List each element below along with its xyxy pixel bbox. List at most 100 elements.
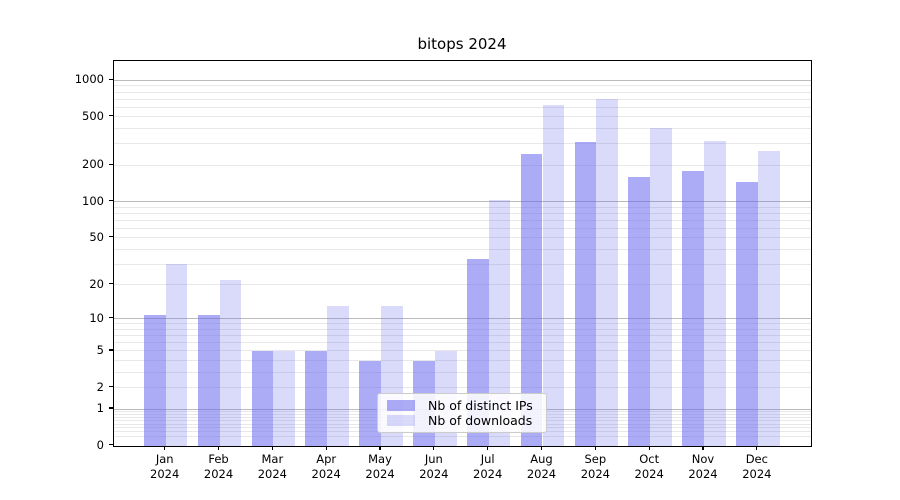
x-tick-label: Dec 2024 xyxy=(727,452,787,481)
x-tick-year: 2024 xyxy=(419,466,449,481)
y-tick-mark xyxy=(109,349,113,351)
minor-gridline xyxy=(114,237,811,239)
minor-gridline xyxy=(114,227,811,229)
bar-downloads-dec xyxy=(757,150,780,446)
x-tick-year: 2024 xyxy=(473,466,503,481)
minor-gridline xyxy=(114,387,811,389)
minor-gridline xyxy=(114,212,811,214)
x-tick-mark xyxy=(217,446,220,450)
x-tick-year: 2024 xyxy=(203,466,234,481)
minor-gridline xyxy=(114,435,811,437)
x-tick-label: May 2024 xyxy=(350,452,410,481)
x-tick-mark xyxy=(540,446,543,450)
y-tick-label: 2 xyxy=(96,379,104,394)
x-tick-month: Nov xyxy=(691,452,715,466)
x-tick-month: Dec xyxy=(745,452,768,466)
major-gridline xyxy=(114,318,811,320)
x-tick-year: 2024 xyxy=(257,466,287,481)
x-tick-mark xyxy=(271,446,273,450)
minor-gridline xyxy=(114,350,811,352)
x-tick-month: Jun xyxy=(424,452,443,466)
y-tick-mark xyxy=(109,283,113,285)
minor-gridline xyxy=(114,143,811,145)
x-tick-mark xyxy=(164,446,166,450)
bar-downloads-oct xyxy=(650,127,672,446)
legend-swatch-downloads xyxy=(387,415,415,426)
minor-gridline xyxy=(114,219,811,221)
bar-downloads-feb xyxy=(219,280,242,446)
y-tick-label: 10 xyxy=(89,310,104,325)
x-tick-month: Jul xyxy=(480,452,495,466)
x-tick-month: Jan xyxy=(155,452,174,466)
y-tick-label: 500 xyxy=(82,108,104,123)
minor-gridline xyxy=(114,98,811,100)
x-tick-month: Mar xyxy=(261,452,284,466)
y-tick-mark xyxy=(109,385,113,388)
bar-downloads-jan xyxy=(165,264,188,446)
legend-swatch-distinct-ips xyxy=(387,400,415,411)
x-tick-mark xyxy=(433,446,435,450)
y-tick-mark xyxy=(109,317,113,319)
minor-gridline xyxy=(114,323,811,325)
x-tick-year: 2024 xyxy=(742,466,772,481)
x-tick-mark xyxy=(756,446,758,450)
x-tick-month: Sep xyxy=(584,452,607,466)
y-tick-label: 50 xyxy=(89,229,104,244)
legend: Nb of distinct IPs Nb of downloads xyxy=(377,393,547,433)
y-tick-mark xyxy=(109,236,113,238)
y-tick-label: 1000 xyxy=(74,72,104,87)
bar-ips-jan xyxy=(144,314,166,446)
x-tick-year: 2024 xyxy=(688,466,718,481)
minor-gridline xyxy=(114,360,811,362)
x-tick-year: 2024 xyxy=(580,466,610,481)
y-tick-label: 200 xyxy=(82,157,104,172)
minor-gridline xyxy=(114,335,811,337)
x-tick-month: Apr xyxy=(316,452,337,466)
bar-ips-aug xyxy=(520,153,543,446)
major-gridline xyxy=(114,79,811,81)
minor-gridline xyxy=(114,116,811,118)
legend-label-downloads: Nb of downloads xyxy=(428,413,533,428)
bar-ips-sep xyxy=(574,142,597,446)
bar-ips-oct xyxy=(628,177,651,446)
y-tick-label: 100 xyxy=(82,193,104,208)
major-gridline xyxy=(114,201,811,203)
legend-label-distinct-ips: Nb of distinct IPs xyxy=(428,398,533,413)
x-tick-year: 2024 xyxy=(526,466,557,481)
minor-gridline xyxy=(114,164,811,166)
plot-area xyxy=(113,60,812,447)
bar-downloads-nov xyxy=(704,140,726,446)
y-tick-mark xyxy=(109,199,113,202)
x-tick-month: Aug xyxy=(530,452,553,466)
minor-gridline xyxy=(114,128,811,130)
minor-gridline xyxy=(114,328,811,330)
x-tick-label: Sep 2024 xyxy=(565,452,625,481)
x-tick-label: Feb 2024 xyxy=(189,452,249,481)
y-tick-mark xyxy=(109,163,113,165)
y-tick-mark xyxy=(109,407,113,409)
bar-downloads-jul xyxy=(488,199,511,446)
x-tick-mark xyxy=(594,446,596,450)
y-tick-label: 1 xyxy=(96,401,104,416)
minor-gridline xyxy=(114,263,811,265)
x-tick-year: 2024 xyxy=(365,466,395,481)
minor-gridline xyxy=(114,106,811,108)
bar-downloads-sep xyxy=(596,99,619,446)
minor-gridline xyxy=(114,91,811,93)
minor-gridline xyxy=(114,284,811,286)
bar-downloads-mar xyxy=(273,351,296,446)
x-tick-label: Jun 2024 xyxy=(404,452,464,481)
y-tick-mark xyxy=(109,78,113,80)
bar-ips-dec xyxy=(736,182,758,446)
y-tick-label: 5 xyxy=(96,342,104,357)
x-tick-label: Apr 2024 xyxy=(296,452,356,481)
x-tick-mark xyxy=(702,446,704,450)
x-tick-month: May xyxy=(368,452,392,466)
bar-downloads-apr xyxy=(327,306,349,446)
x-tick-mark xyxy=(325,446,327,450)
x-tick-label: Nov 2024 xyxy=(673,452,733,481)
y-tick-mark xyxy=(109,444,113,446)
legend-entry-downloads: Nb of downloads xyxy=(387,413,538,428)
bar-downloads-aug xyxy=(542,104,565,446)
